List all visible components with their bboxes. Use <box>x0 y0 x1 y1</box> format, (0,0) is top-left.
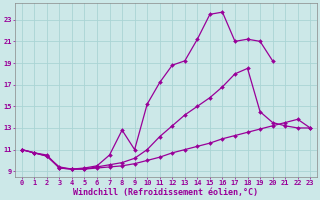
X-axis label: Windchill (Refroidissement éolien,°C): Windchill (Refroidissement éolien,°C) <box>74 188 259 197</box>
